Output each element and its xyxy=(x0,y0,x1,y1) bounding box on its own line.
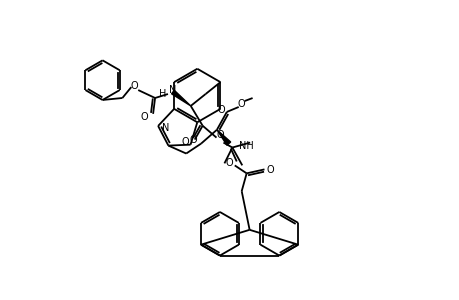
Text: O: O xyxy=(216,130,224,140)
Text: NH: NH xyxy=(238,141,253,151)
Text: N: N xyxy=(162,123,169,133)
Text: O: O xyxy=(182,136,189,147)
Polygon shape xyxy=(217,130,230,145)
Text: O: O xyxy=(130,81,138,91)
Text: O: O xyxy=(217,105,224,115)
Text: N: N xyxy=(169,85,176,95)
Polygon shape xyxy=(171,90,190,106)
Text: O: O xyxy=(266,165,274,176)
Text: O: O xyxy=(140,112,148,122)
Text: O: O xyxy=(237,99,245,109)
Text: O: O xyxy=(189,135,197,145)
Text: H: H xyxy=(158,89,166,99)
Text: O: O xyxy=(224,158,232,168)
